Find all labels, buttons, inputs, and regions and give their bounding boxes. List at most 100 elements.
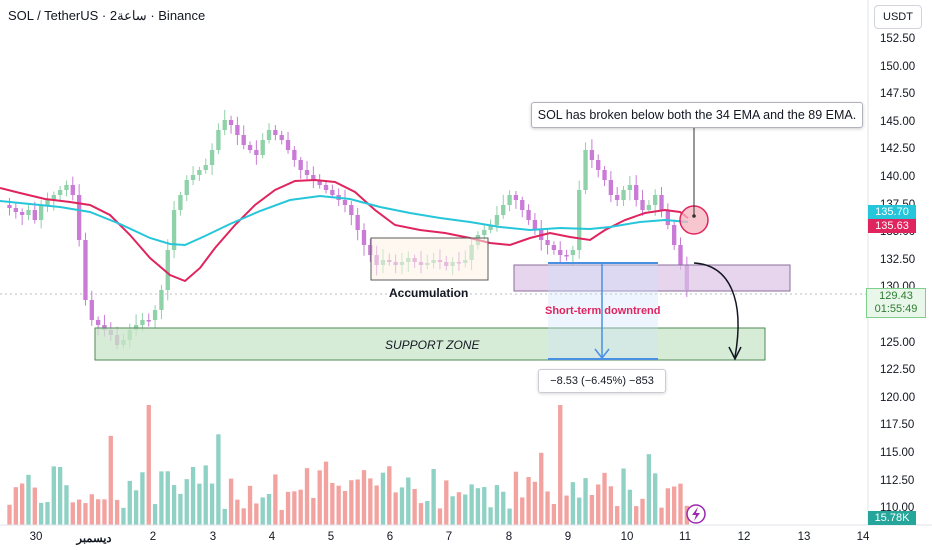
time-tick-label: 5 [327,531,335,543]
ema89-badge: 135.70 [868,205,916,219]
candle-body [558,250,563,255]
candle-body [323,185,329,190]
price-tick-label: 147.50 [880,88,916,101]
volume-bar [678,483,683,525]
candle-body [228,120,234,125]
volume-bar [672,486,677,525]
volume-bar [456,492,462,525]
ema-break-note[interactable]: SOL has broken below both the 34 EMA and… [531,102,863,128]
volume-bar [222,508,227,525]
candle-body [513,195,519,200]
volume-bar [583,478,588,525]
price-tick-label: 152.50 [880,33,916,45]
price-tick-label: 132.50 [880,253,916,266]
volume-bar [32,487,37,525]
candle-body [57,190,63,195]
candle-body [241,135,246,145]
volume-bar [349,480,354,525]
volume-bar [361,470,367,525]
volume-bar [665,488,671,525]
volume-bar [19,483,25,525]
price-tick-label: 115.00 [880,447,915,459]
volume-bar [64,485,69,525]
volume-bar [292,491,297,525]
volume-bar [520,497,525,525]
volume-bar [260,497,265,525]
ema-34-line [0,178,689,283]
volume-bar [266,493,272,525]
volume-bar [298,489,303,525]
volume-bar [51,466,56,525]
volume-bar [418,503,424,525]
volume-bar [95,499,101,525]
candle-body [311,175,316,180]
candle-body [678,245,683,265]
volume-bar [494,485,500,525]
symbol-title: SOL / TetherUS · 2ساعة · Binance [8,8,206,23]
volume-bar [659,507,664,525]
volume-bar [532,481,538,525]
time-tick-label: 7 [445,531,453,543]
last-price-value: 129.43 [879,290,913,302]
candle-body [51,195,56,200]
volume-bar [235,499,240,525]
candle-body [222,120,227,130]
volume-bar [602,472,607,525]
candle-body [570,250,576,255]
volume-bar [197,483,202,525]
candle-body [216,130,221,150]
candle-body [589,150,595,160]
volume-bar [317,470,322,525]
volume-bar [121,507,126,525]
volume-bar [70,502,75,525]
volume-bar [444,480,449,525]
candle-body [526,210,531,220]
downtrend-label: Short-term downtrend [545,305,661,317]
candle-body [247,145,253,150]
candle-body [653,195,658,205]
candle-body [330,190,335,195]
time-tick-label: 8 [505,531,513,543]
volume-bar [102,499,107,525]
candle-body [285,140,291,150]
volume-bar [342,491,348,525]
volume-bar [323,461,329,525]
currency-button[interactable]: USDT [874,5,922,29]
volume-bar [501,491,506,525]
volume-bar [653,473,658,525]
support-zone-box [94,327,766,361]
candle-body [520,200,525,210]
candle-body [482,230,487,235]
candle-body [95,320,101,325]
candle-body [672,225,677,245]
volume-bar [646,454,652,525]
candle-body [83,240,88,300]
volume-bar [285,491,291,525]
candle-body [596,160,601,170]
candle-body [507,195,512,205]
ema34-badge: 135.63 [868,219,916,233]
time-tick-label: 12 [737,531,751,543]
volume-bar [627,489,633,525]
volume-bar [551,503,557,525]
volume-bar [437,508,443,525]
time-tick-label: 4 [268,531,276,543]
candle-body [532,220,538,230]
price-tick-label: 140.00 [880,171,916,183]
candle-body [342,200,348,205]
candle-body [273,130,278,135]
volume-bar [431,469,436,525]
candle-body [26,210,31,215]
volume-bar [26,474,31,525]
candle-body [64,185,69,190]
volume-bar [76,499,82,525]
volume-bar [38,502,44,525]
candle-body [368,245,373,255]
countdown-value: 01:55:49 [874,303,918,315]
volume-bar [399,487,405,525]
candle-body [19,212,25,215]
volume-bar [513,471,519,525]
candle-body [577,190,582,250]
volume-bar [577,497,582,525]
